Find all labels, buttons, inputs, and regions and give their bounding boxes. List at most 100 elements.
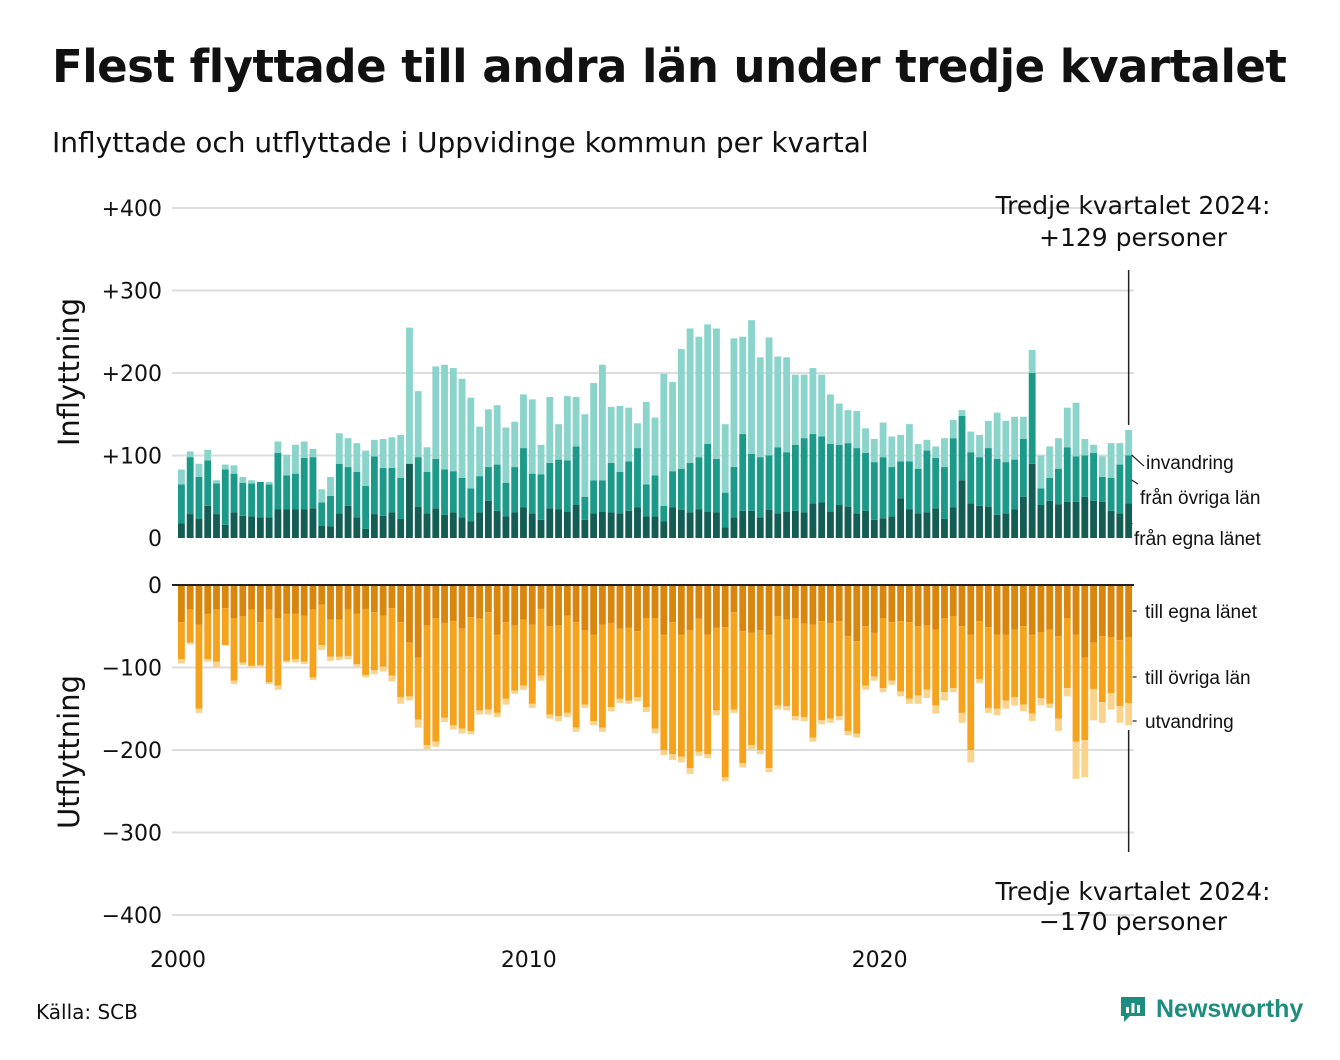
bar-in-egna: [642, 516, 650, 538]
bar-out-ovriga: [195, 624, 203, 709]
bar-in-egna: [870, 519, 878, 538]
bar-in-ovriga: [669, 471, 676, 508]
bar-in-ovriga: [730, 467, 738, 518]
bar-in-egna: [827, 511, 834, 538]
bar-in-invandring: [625, 407, 633, 462]
bar-out-utvandring: [590, 721, 598, 726]
bar-in-egna: [362, 528, 370, 538]
bar-in-invandring: [835, 403, 843, 445]
bar-in-invandring: [1125, 429, 1133, 456]
chart-title: Flest flyttade till andra län under tred…: [52, 40, 1287, 93]
bar-out-utvandring: [888, 680, 896, 685]
bar-out-utvandring: [502, 698, 510, 705]
bar-in-ovriga: [774, 447, 782, 514]
bar-in-egna: [353, 517, 361, 539]
bar-in-ovriga: [993, 458, 1001, 515]
bar-in-ovriga: [213, 483, 220, 515]
bar-in-egna: [458, 517, 466, 539]
bar-in-ovriga: [1037, 488, 1045, 505]
bar-out-utvandring: [274, 685, 282, 690]
bar-in-invandring: [818, 374, 826, 437]
bar-out-egna: [318, 585, 326, 605]
bar-out-egna: [467, 585, 475, 618]
bar-in-ovriga: [1063, 447, 1071, 502]
bar-in-ovriga: [414, 457, 422, 507]
bar-in-invandring: [476, 426, 484, 477]
bar-in-ovriga: [1090, 453, 1097, 501]
bar-in-ovriga: [1055, 468, 1062, 505]
bar-in-egna: [879, 518, 887, 538]
bar-out-ovriga: [870, 632, 878, 677]
bar-out-utvandring: [186, 642, 194, 645]
bar-out-utvandring: [598, 727, 606, 732]
bar-out-ovriga: [914, 626, 922, 696]
bar-out-ovriga: [458, 628, 466, 729]
bar-out-ovriga: [730, 612, 738, 710]
bar-out-ovriga: [616, 628, 624, 699]
bar-in-egna: [748, 510, 755, 538]
bar-out-egna: [335, 585, 343, 620]
bar-out-ovriga: [441, 622, 448, 718]
bar-in-invandring: [993, 412, 1001, 459]
bar-out-utvandring: [835, 716, 843, 721]
bar-in-ovriga: [651, 475, 659, 517]
bar-in-ovriga: [976, 457, 983, 506]
bar-in-egna: [1019, 496, 1027, 538]
bar-in-ovriga: [625, 461, 633, 511]
bar-out-ovriga: [923, 625, 931, 690]
bar-out-egna: [1063, 585, 1071, 618]
bar-out-ovriga: [958, 626, 966, 713]
bar-out-ovriga: [379, 615, 387, 667]
bar-out-egna: [178, 585, 185, 623]
bar-in-egna: [1028, 463, 1036, 538]
bar-out-ovriga: [695, 618, 703, 752]
bar-in-invandring: [949, 420, 957, 439]
bar-out-egna: [669, 585, 676, 623]
bar-in-ovriga: [441, 469, 448, 515]
bar-in-invandring: [809, 368, 817, 435]
bar-out-egna: [809, 585, 817, 625]
bar-out-egna: [186, 585, 194, 610]
bar-out-egna: [344, 585, 352, 610]
bar-in-invandring: [520, 394, 527, 449]
bar-out-utvandring: [827, 718, 834, 723]
bar-in-invandring: [888, 436, 896, 468]
bar-in-egna: [976, 505, 983, 538]
bar-chart-chat-icon: [1121, 997, 1145, 1022]
bar-out-ovriga: [397, 622, 405, 698]
bar-in-invandring: [1011, 416, 1019, 460]
bar-out-ovriga: [572, 622, 580, 728]
bar-in-invandring: [677, 349, 685, 469]
bar-in-invandring: [502, 427, 510, 483]
bar-in-egna: [283, 509, 291, 539]
bar-in-egna: [397, 519, 405, 538]
bar-out-ovriga: [844, 636, 852, 732]
bar-in-invandring: [467, 397, 475, 489]
bar-out-egna: [1011, 585, 1019, 630]
bar-in-egna: [221, 524, 229, 538]
bar-out-utvandring: [800, 717, 808, 722]
bar-in-ovriga: [932, 457, 940, 509]
y-tick-label-out: 0: [148, 574, 162, 599]
bar-out-ovriga: [204, 613, 212, 660]
bar-in-invandring: [221, 464, 229, 470]
bar-out-egna: [327, 585, 334, 620]
bar-out-utvandring: [765, 768, 773, 773]
bar-out-ovriga: [669, 622, 676, 755]
bar-in-egna: [449, 512, 457, 538]
bar-out-egna: [248, 585, 256, 610]
bar-out-utvandring: [239, 662, 247, 666]
bar-out-ovriga: [353, 613, 361, 665]
bar-out-ovriga: [1116, 640, 1124, 707]
bar-out-egna: [1116, 585, 1124, 641]
bar-in-ovriga: [984, 448, 992, 507]
bar-out-egna: [1081, 585, 1089, 658]
bar-out-egna: [862, 585, 869, 627]
bar-out-utvandring: [923, 689, 931, 699]
bar-in-invandring: [932, 446, 940, 458]
bar-in-ovriga: [809, 434, 817, 504]
bar-out-utvandring: [204, 659, 212, 662]
bar-out-ovriga: [818, 621, 826, 721]
bar-out-egna: [441, 585, 448, 623]
bar-in-invandring: [1098, 456, 1106, 477]
